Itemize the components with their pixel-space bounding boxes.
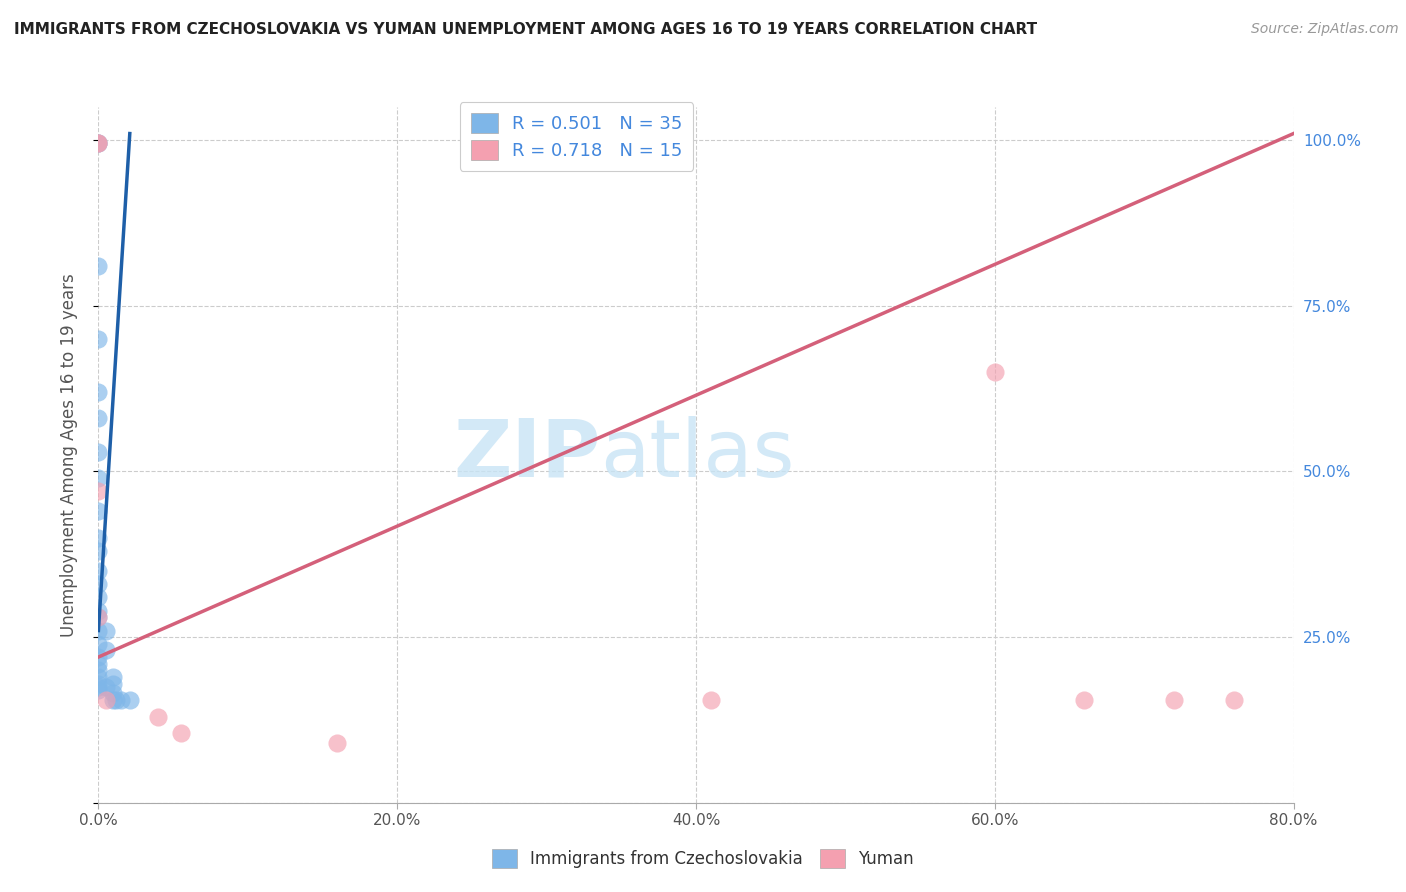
Point	[984, 365, 1007, 379]
Point	[103, 693, 125, 707]
Point	[87, 683, 110, 698]
Point	[87, 384, 110, 399]
Point	[87, 259, 110, 273]
Point	[118, 693, 141, 707]
Point	[1073, 693, 1095, 707]
Point	[148, 709, 170, 723]
Point	[94, 643, 117, 657]
Point	[87, 136, 110, 151]
Point	[87, 676, 110, 690]
Point	[87, 657, 110, 671]
Point	[87, 444, 110, 458]
Point	[326, 736, 349, 750]
Point	[87, 411, 110, 425]
Point	[700, 693, 723, 707]
Point	[110, 693, 132, 707]
Text: Source: ZipAtlas.com: Source: ZipAtlas.com	[1251, 22, 1399, 37]
Legend: R = 0.501   N = 35, R = 0.718   N = 15: R = 0.501 N = 35, R = 0.718 N = 15	[460, 103, 693, 171]
Point	[87, 577, 110, 591]
Point	[1163, 693, 1185, 707]
Point	[87, 610, 110, 624]
Point	[1223, 693, 1246, 707]
Point	[103, 676, 125, 690]
Point	[94, 680, 117, 694]
Point	[94, 693, 117, 707]
Legend: Immigrants from Czechoslovakia, Yuman: Immigrants from Czechoslovakia, Yuman	[485, 843, 921, 875]
Point	[87, 604, 110, 618]
Point	[87, 136, 110, 151]
Point	[87, 670, 110, 684]
Point	[87, 504, 110, 518]
Text: ZIP: ZIP	[453, 416, 600, 494]
Point	[94, 624, 117, 638]
Point	[105, 693, 128, 707]
Point	[87, 637, 110, 651]
Point	[87, 136, 110, 151]
Point	[87, 332, 110, 346]
Text: atlas: atlas	[600, 416, 794, 494]
Point	[169, 726, 191, 740]
Point	[87, 564, 110, 578]
Point	[103, 686, 125, 700]
Point	[87, 663, 110, 677]
Point	[87, 471, 110, 485]
Y-axis label: Unemployment Among Ages 16 to 19 years: Unemployment Among Ages 16 to 19 years	[59, 273, 77, 637]
Point	[87, 544, 110, 558]
Point	[103, 670, 125, 684]
Text: IMMIGRANTS FROM CZECHOSLOVAKIA VS YUMAN UNEMPLOYMENT AMONG AGES 16 TO 19 YEARS C: IMMIGRANTS FROM CZECHOSLOVAKIA VS YUMAN …	[14, 22, 1038, 37]
Point	[87, 591, 110, 605]
Point	[87, 136, 110, 151]
Point	[87, 624, 110, 638]
Point	[87, 531, 110, 545]
Point	[87, 650, 110, 665]
Point	[87, 680, 110, 694]
Point	[87, 484, 110, 499]
Point	[87, 610, 110, 624]
